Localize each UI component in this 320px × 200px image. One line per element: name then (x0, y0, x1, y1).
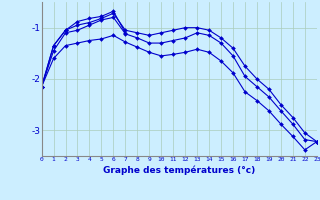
X-axis label: Graphe des températures (°c): Graphe des températures (°c) (103, 165, 255, 175)
